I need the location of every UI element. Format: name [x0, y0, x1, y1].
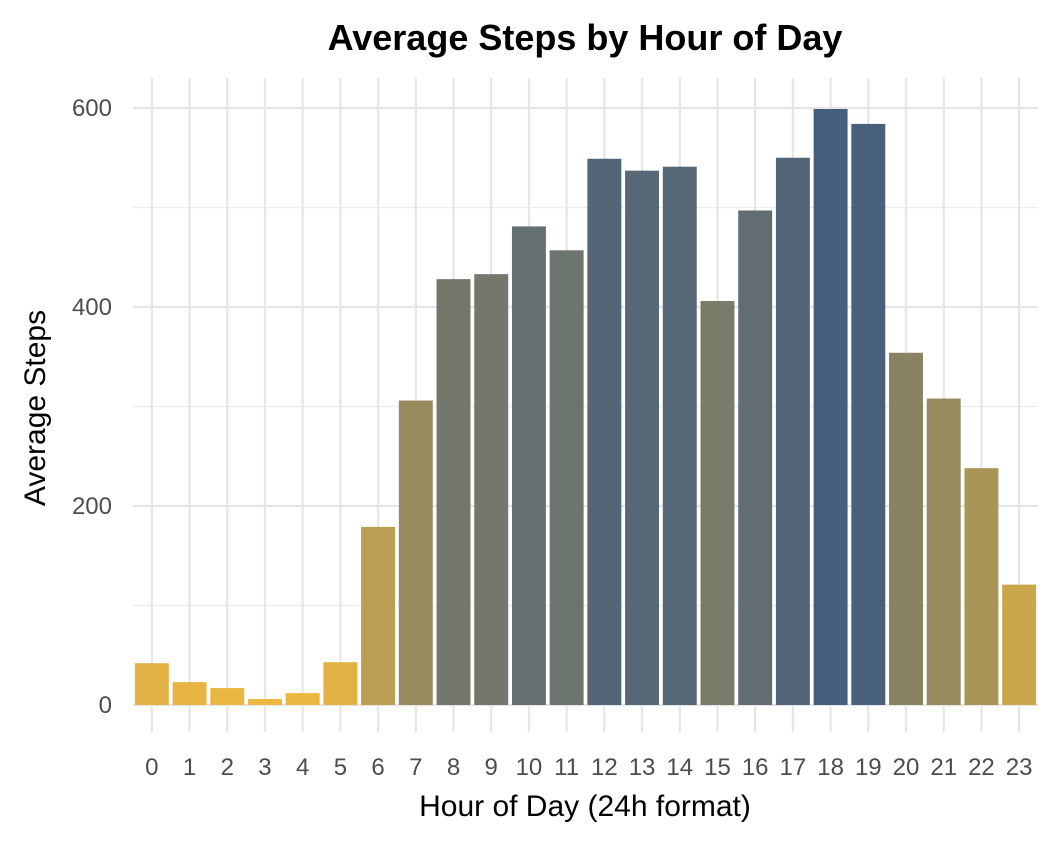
bar-20 [889, 352, 923, 705]
bar-18 [813, 108, 848, 706]
bar-5 [323, 662, 358, 705]
y-axis-ticks: 0 200 400 600 [72, 95, 112, 719]
x-tick-label: 4 [296, 754, 309, 781]
bar-19 [851, 123, 886, 706]
bar-2 [210, 688, 245, 705]
bar-9 [474, 274, 509, 705]
bar-1 [172, 682, 207, 705]
bar-23 [1002, 584, 1037, 705]
bar-16 [738, 210, 773, 706]
x-axis-title: Hour of Day (24h format) [419, 790, 751, 823]
y-tick-label: 0 [99, 692, 112, 719]
x-tick-label: 22 [968, 754, 995, 781]
x-tick-label: 15 [704, 754, 731, 781]
x-tick-label: 21 [930, 754, 957, 781]
bar-7 [398, 400, 433, 705]
x-tick-label: 10 [516, 754, 543, 781]
x-tick-label: 5 [334, 754, 347, 781]
bar-11 [549, 250, 584, 705]
bar-12 [587, 158, 622, 705]
x-tick-label: 20 [893, 754, 920, 781]
bar-21 [926, 398, 961, 705]
bar-15 [700, 301, 735, 705]
x-tick-label: 11 [554, 754, 579, 781]
y-tick-label: 200 [72, 493, 112, 520]
bar-6 [361, 526, 396, 705]
bar-14 [662, 166, 697, 705]
bar-3 [248, 699, 282, 705]
bar-22 [964, 468, 999, 705]
bar-10 [511, 226, 546, 705]
x-tick-label: 16 [742, 754, 769, 781]
x-tick-label: 1 [183, 754, 196, 781]
y-tick-label: 400 [72, 294, 112, 321]
bar-8 [436, 279, 471, 705]
y-tick-label: 600 [72, 95, 112, 122]
x-tick-label: 3 [258, 754, 271, 781]
bar-13 [625, 170, 660, 705]
x-tick-label: 13 [629, 754, 656, 781]
x-tick-label: 6 [371, 754, 384, 781]
x-tick-label: 7 [409, 754, 422, 781]
x-tick-label: 12 [591, 754, 618, 781]
x-tick-label: 17 [780, 754, 807, 781]
x-tick-label: 2 [221, 754, 234, 781]
x-tick-label: 8 [447, 754, 460, 781]
y-axis-title: Average Steps [19, 310, 52, 506]
bar-4 [285, 693, 320, 705]
x-tick-label: 0 [145, 754, 158, 781]
bars [134, 108, 1037, 706]
bar-17 [775, 157, 810, 705]
x-axis-ticks: 0 1 2 3 4 5 6 7 8 9 10 11 12 13 14 15 16 17 18 19 20 21 22 23 [145, 754, 1032, 781]
x-tick-label: 19 [855, 754, 882, 781]
x-tick-label: 9 [485, 754, 498, 781]
chart-title: Average Steps by Hour of Day [328, 17, 843, 58]
bar-0 [134, 663, 169, 705]
x-tick-label: 18 [817, 754, 844, 781]
x-tick-label: 23 [1006, 754, 1033, 781]
x-tick-label: 14 [666, 754, 693, 781]
